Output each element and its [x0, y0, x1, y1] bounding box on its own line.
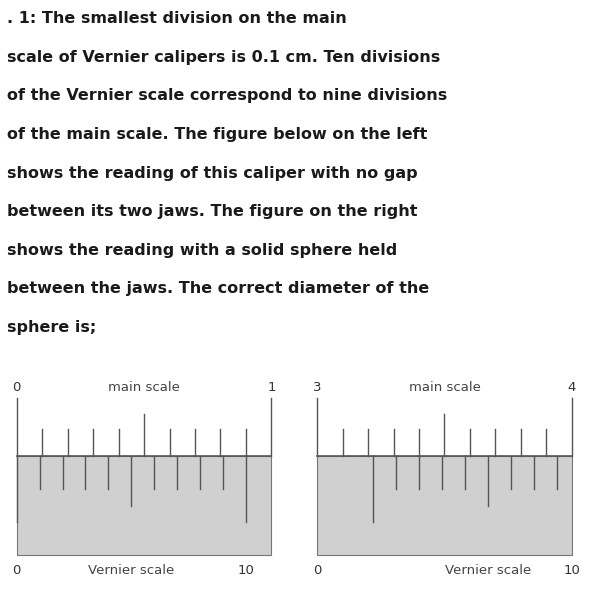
- Text: scale of Vernier calipers is 0.1 cm. Ten divisions: scale of Vernier calipers is 0.1 cm. Ten…: [7, 50, 441, 65]
- Text: 0: 0: [12, 381, 21, 394]
- Text: between the jaws. The correct diameter of the: between the jaws. The correct diameter o…: [7, 281, 429, 297]
- Text: 4: 4: [568, 381, 576, 394]
- Text: between its two jaws. The figure on the right: between its two jaws. The figure on the …: [7, 204, 418, 219]
- Text: shows the reading with a solid sphere held: shows the reading with a solid sphere he…: [7, 243, 398, 258]
- Text: 1: 1: [267, 381, 276, 394]
- Text: 10: 10: [237, 564, 254, 577]
- Text: of the Vernier scale correspond to nine divisions: of the Vernier scale correspond to nine …: [7, 88, 447, 103]
- Text: Vernier scale: Vernier scale: [445, 564, 531, 577]
- Text: Vernier scale: Vernier scale: [88, 564, 174, 577]
- Text: 3: 3: [313, 381, 322, 394]
- Text: 10: 10: [563, 564, 580, 577]
- Text: . 1: The smallest division on the main: . 1: The smallest division on the main: [7, 11, 347, 26]
- Text: shows the reading of this caliper with no gap: shows the reading of this caliper with n…: [7, 166, 418, 181]
- Text: 0: 0: [12, 564, 21, 577]
- Text: main scale: main scale: [409, 381, 481, 394]
- Text: main scale: main scale: [108, 381, 180, 394]
- Text: 0: 0: [313, 564, 322, 577]
- Text: sphere is;: sphere is;: [7, 320, 97, 335]
- Bar: [16, 456, 272, 555]
- Bar: [317, 456, 572, 555]
- Text: of the main scale. The figure below on the left: of the main scale. The figure below on t…: [7, 127, 428, 142]
